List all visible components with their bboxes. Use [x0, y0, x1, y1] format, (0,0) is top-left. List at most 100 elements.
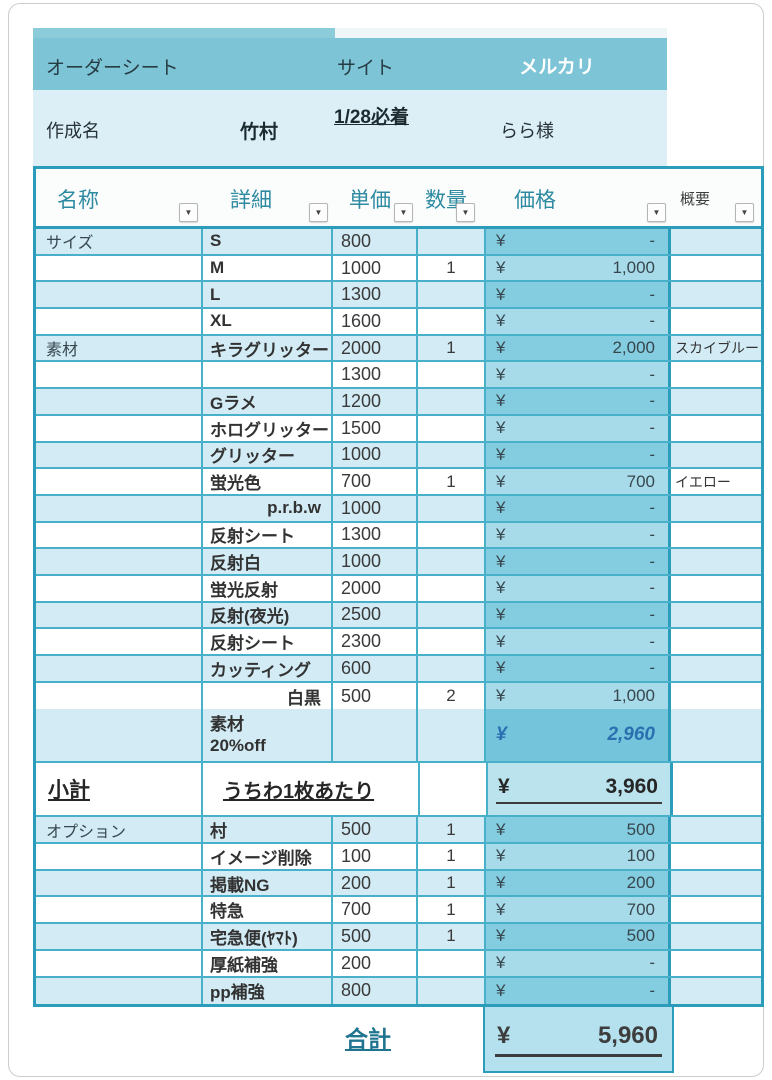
- cell-unit-price[interactable]: 500: [333, 817, 418, 843]
- cell-price[interactable]: ¥ -: [486, 309, 671, 334]
- filter-dropdown-button-summary[interactable]: ▼: [735, 203, 754, 222]
- cell-price[interactable]: ¥ -: [486, 415, 671, 441]
- cell-detail[interactable]: Gラメ: [203, 389, 333, 414]
- cell-quantity[interactable]: [418, 709, 486, 762]
- total-price-cell[interactable]: ¥ 5,960: [483, 1007, 674, 1073]
- cell-name[interactable]: オプション: [36, 817, 203, 843]
- cell-quantity[interactable]: [418, 442, 486, 468]
- cell-name[interactable]: [36, 682, 203, 710]
- cell-quantity[interactable]: [418, 229, 486, 254]
- cell-price[interactable]: ¥ -: [486, 362, 671, 388]
- filter-dropdown-button-quantity[interactable]: ▼: [456, 203, 475, 222]
- cell-detail[interactable]: キラグリッター: [203, 335, 333, 361]
- cell-name[interactable]: [36, 309, 203, 334]
- cell-name[interactable]: [36, 844, 203, 869]
- cell-name[interactable]: [36, 549, 203, 574]
- cell-quantity[interactable]: [420, 763, 488, 816]
- cell-unit-price[interactable]: 1300: [333, 522, 418, 548]
- cell-unit-price[interactable]: 700: [333, 897, 418, 923]
- cell-summary[interactable]: [671, 443, 759, 468]
- cell-detail[interactable]: 宅急便(ﾔﾏﾄ): [203, 924, 333, 949]
- cell-unit-price[interactable]: 1500: [333, 415, 418, 441]
- filter-dropdown-button-unit-price[interactable]: ▼: [394, 203, 413, 222]
- cell-detail[interactable]: XL: [203, 309, 333, 334]
- cell-summary[interactable]: [671, 844, 759, 869]
- cell-unit-price[interactable]: 1000: [333, 549, 418, 574]
- cell-unit-price[interactable]: 500: [333, 924, 418, 949]
- cell-summary[interactable]: [671, 523, 759, 548]
- cell-detail[interactable]: 蛍光色: [203, 469, 333, 494]
- cell-unit-price[interactable]: 1000: [333, 255, 418, 281]
- cell-summary[interactable]: スカイブルー: [675, 340, 759, 357]
- cell-price[interactable]: ¥ -: [486, 282, 671, 308]
- cell-detail[interactable]: 蛍光反射: [203, 575, 333, 601]
- cell-unit-price[interactable]: 2000: [333, 335, 418, 361]
- cell-name[interactable]: [36, 950, 203, 976]
- cell-summary[interactable]: [671, 229, 759, 254]
- cell-summary[interactable]: [671, 924, 759, 949]
- cell-unit-price[interactable]: 1600: [333, 309, 418, 334]
- cell-quantity[interactable]: 2: [418, 682, 486, 710]
- cell-unit-price[interactable]: 1000: [333, 495, 418, 521]
- cell-name[interactable]: [36, 575, 203, 601]
- cell-quantity[interactable]: [418, 656, 486, 681]
- customer-name[interactable]: らら様: [500, 121, 554, 141]
- subtotal-label[interactable]: 小計: [36, 763, 203, 816]
- cell-detail[interactable]: S: [203, 229, 333, 254]
- cell-summary[interactable]: [671, 256, 759, 281]
- deadline-value[interactable]: 1/28必着: [334, 107, 409, 128]
- cell-name[interactable]: [36, 389, 203, 414]
- cell-price[interactable]: ¥ 700: [486, 469, 671, 494]
- cell-summary[interactable]: [671, 897, 759, 922]
- cell-name[interactable]: [36, 709, 203, 762]
- cell-unit-price[interactable]: 800: [333, 229, 418, 254]
- cell-summary[interactable]: [671, 709, 759, 761]
- cell-name[interactable]: 素材: [36, 335, 203, 361]
- cell-unit-price[interactable]: 1300: [333, 362, 418, 388]
- cell-quantity[interactable]: 1: [418, 844, 486, 869]
- cell-quantity[interactable]: [418, 629, 486, 654]
- site-value[interactable]: メルカリ: [519, 57, 595, 78]
- cell-detail[interactable]: ホログリッター: [203, 415, 333, 441]
- cell-name[interactable]: [36, 415, 203, 441]
- cell-summary[interactable]: [671, 549, 759, 574]
- cell-summary[interactable]: [673, 763, 761, 815]
- cell-price[interactable]: ¥ -: [486, 549, 671, 574]
- cell-name[interactable]: [36, 977, 203, 1005]
- cell-quantity[interactable]: 1: [418, 469, 486, 494]
- cell-detail[interactable]: 掲載NG: [203, 870, 333, 896]
- creator-name[interactable]: 竹村: [240, 122, 279, 143]
- cell-quantity[interactable]: [418, 495, 486, 521]
- cell-unit-price[interactable]: 1300: [333, 282, 418, 308]
- cell-name[interactable]: [36, 870, 203, 896]
- cell-summary[interactable]: [671, 416, 759, 441]
- cell-name[interactable]: サイズ: [36, 229, 203, 254]
- cell-unit-price[interactable]: [333, 709, 418, 762]
- cell-price[interactable]: ¥ -: [486, 389, 671, 414]
- cell-summary[interactable]: [671, 978, 759, 1005]
- subtotal-detail[interactable]: うちわ1枚あたり: [203, 763, 420, 816]
- cell-unit-price[interactable]: 1200: [333, 389, 418, 414]
- cell-unit-price[interactable]: 200: [333, 950, 418, 976]
- cell-detail[interactable]: 素材 20%off: [203, 709, 333, 762]
- cell-detail[interactable]: 村: [203, 817, 333, 843]
- cell-unit-price[interactable]: 2000: [333, 575, 418, 601]
- cell-summary[interactable]: [671, 362, 759, 387]
- cell-unit-price[interactable]: 2300: [333, 629, 418, 654]
- cell-summary[interactable]: [671, 389, 759, 414]
- cell-name[interactable]: [36, 469, 203, 494]
- cell-unit-price[interactable]: 200: [333, 870, 418, 896]
- cell-quantity[interactable]: [418, 282, 486, 308]
- cell-detail[interactable]: 厚紙補強: [203, 950, 333, 976]
- cell-quantity[interactable]: [418, 575, 486, 601]
- cell-detail[interactable]: [203, 362, 333, 388]
- cell-quantity[interactable]: [418, 549, 486, 574]
- cell-unit-price[interactable]: 100: [333, 844, 418, 869]
- cell-quantity[interactable]: [418, 950, 486, 976]
- cell-price[interactable]: ¥ -: [486, 575, 671, 601]
- filter-dropdown-button-price[interactable]: ▼: [647, 203, 666, 222]
- cell-detail[interactable]: 白黒: [203, 682, 333, 710]
- cell-unit-price[interactable]: 1000: [333, 442, 418, 468]
- cell-summary[interactable]: [671, 496, 759, 521]
- cell-summary[interactable]: [671, 656, 759, 681]
